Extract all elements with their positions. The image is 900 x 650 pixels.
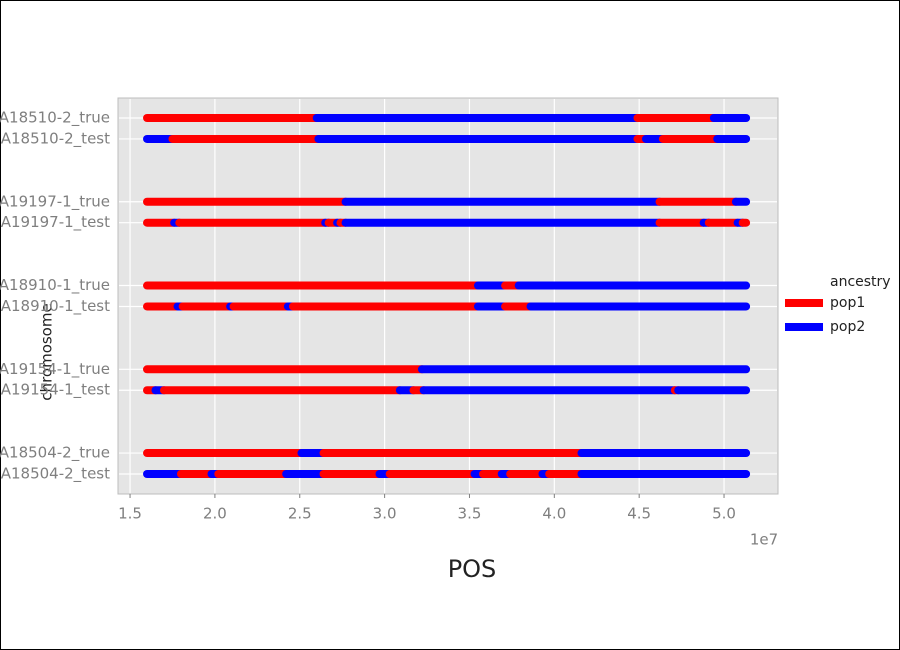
x-tick-label: 3.5 <box>458 505 482 523</box>
y-tick-label: NA18910-1_test <box>0 297 110 316</box>
legend-label: pop1 <box>830 295 865 311</box>
y-axis-label: chromosome <box>38 303 56 400</box>
x-offset-label: 1e7 <box>750 531 778 549</box>
y-tick-label: NA19197-1_test <box>0 213 110 232</box>
y-tick-label: NA19154-1_test <box>0 381 110 400</box>
y-tick-label: NA18504-2_test <box>0 465 110 484</box>
y-tick-label: NA18910-1_true <box>0 276 110 295</box>
x-tick-label: 4.0 <box>542 505 566 523</box>
x-tick-label: 5.0 <box>712 505 736 523</box>
x-tick-label: 2.5 <box>288 505 312 523</box>
x-tick-label: 4.5 <box>627 505 651 523</box>
plot-area <box>117 97 779 495</box>
y-tick-label: NA18504-2_true <box>0 444 110 463</box>
x-axis-label: POS <box>448 555 497 583</box>
x-tick-label: 2.0 <box>203 505 227 523</box>
x-tick-label: 3.0 <box>373 505 397 523</box>
legend-swatch <box>785 299 823 307</box>
y-tick-label: NA19154-1_true <box>0 360 110 379</box>
legend-title: ancestry <box>830 274 891 290</box>
legend-swatch <box>785 323 823 331</box>
x-tick-label: 1.5 <box>118 505 142 523</box>
legend-label: pop2 <box>830 319 865 335</box>
y-tick-label: NA18510-2_true <box>0 109 110 128</box>
y-tick-label: NA18510-2_test <box>0 129 110 148</box>
y-tick-label: NA19197-1_true <box>0 192 110 211</box>
